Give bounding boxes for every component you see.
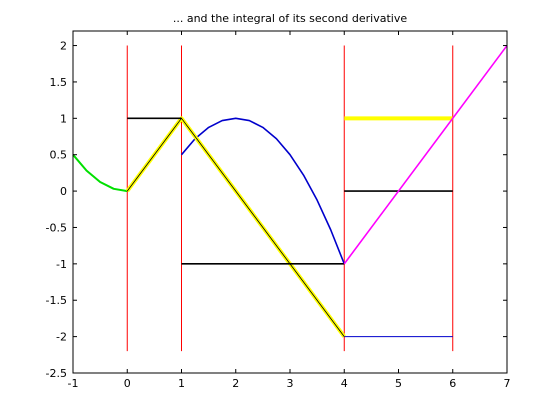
y-tick-label: 2 <box>60 40 67 53</box>
x-tick-label: 1 <box>178 377 185 390</box>
series-2-line <box>180 117 345 265</box>
x-tick-label: 7 <box>504 377 511 390</box>
y-tick-label: 1 <box>60 112 67 125</box>
x-tick-label: 6 <box>449 377 456 390</box>
y-tick-label: -2 <box>56 331 67 344</box>
y-tick-label: 0.5 <box>50 149 68 162</box>
series-10-line <box>343 45 508 265</box>
series-4-line <box>125 116 346 338</box>
y-tick-label: -0.5 <box>46 221 67 234</box>
x-tick-label: -1 <box>68 377 79 390</box>
ticks-layer: -1 0 1 2 3 4 5 6 7 -2.5 -2 -1.5 -1 -0.5 0 0.5 1 1.5 2 <box>46 31 511 390</box>
series-1-line <box>72 154 128 193</box>
plot-frame <box>72 30 508 374</box>
x-tick-label: 4 <box>341 377 348 390</box>
y-tick-label: 1.5 <box>50 76 68 89</box>
y-tick-label: 0 <box>60 185 67 198</box>
x-tick-label: 3 <box>287 377 294 390</box>
y-tick-label: -2.5 <box>46 367 67 380</box>
y-tick-label: -1.5 <box>46 294 67 307</box>
y-tick-label: -1 <box>56 258 67 271</box>
series-layer <box>72 45 508 352</box>
x-tick-label: 2 <box>232 377 239 390</box>
series-6-line <box>126 117 345 337</box>
x-tick-label: 0 <box>124 377 131 390</box>
x-tick-label: 5 <box>395 377 402 390</box>
chart-title: ... and the integral of its second deriv… <box>173 12 408 25</box>
